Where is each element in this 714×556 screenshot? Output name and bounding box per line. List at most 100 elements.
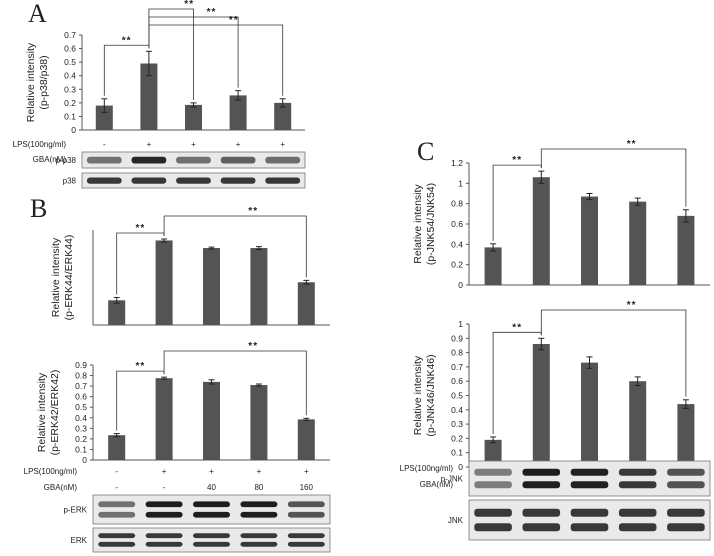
blot-band — [193, 541, 230, 547]
lps-value: + — [191, 140, 196, 149]
significance-label: ** — [136, 361, 146, 372]
y-tick-label: 0.4 — [451, 405, 463, 415]
lps-value: + — [280, 140, 285, 149]
blot-band — [98, 541, 136, 547]
blot-band — [220, 177, 256, 184]
blot-band — [287, 501, 325, 508]
blot-band — [240, 533, 278, 539]
lps-value: - — [103, 140, 106, 149]
blot-band — [570, 523, 609, 532]
significance-bracket — [163, 215, 307, 278]
panel-letter-C: C — [417, 137, 434, 166]
bar — [155, 378, 173, 460]
y-tick-label: 0.6 — [451, 219, 463, 229]
blot-band — [522, 508, 561, 517]
lps-value: - — [115, 467, 118, 476]
bar — [274, 102, 292, 130]
significance-label: ** — [512, 322, 522, 333]
y-tick-label: 0.5 — [64, 57, 76, 67]
y-tick-label: 0.9 — [451, 333, 463, 343]
y-tick-label: 0 — [458, 462, 463, 472]
y-tick-label: 0.8 — [451, 348, 463, 358]
blot-band — [240, 501, 278, 508]
y-tick-label: 0.2 — [75, 434, 87, 444]
blot-band — [474, 508, 512, 517]
blot-band — [220, 156, 256, 164]
lps-value: + — [147, 140, 152, 149]
chart-B1: B Relative intensity (p-ERK44/ERK44) ** ** — [30, 194, 330, 326]
blot-p-ERK: p-ERK — [63, 494, 331, 525]
significance-label: ** — [512, 155, 522, 166]
blot-band — [265, 156, 301, 164]
chart-A: A 0 0.1 0.2 0.3 0.4 0.5 0.6 0.7 Relative intensit… — [13, 0, 306, 189]
blot-p-JNK: p-JNK — [441, 460, 711, 497]
blot-band — [98, 501, 136, 508]
bar — [677, 404, 695, 467]
lps-label: LPS(100ng/ml) — [13, 140, 67, 149]
gba-value: 160 — [300, 483, 314, 492]
y-axis-label: (p-JNK54/JNK54) — [425, 183, 437, 265]
lps-value: + — [304, 467, 309, 476]
blot-band — [287, 511, 325, 518]
significance-label: ** — [229, 15, 239, 26]
y-tick-label: 0.1 — [75, 444, 87, 454]
significance-label: ** — [136, 223, 146, 234]
blot-band — [667, 481, 705, 489]
blot-band — [618, 481, 657, 489]
gba-value: 40 — [207, 483, 216, 492]
y-tick-label: 0 — [82, 455, 87, 465]
blot-band — [570, 468, 609, 476]
y-tick-label: 0.3 — [75, 423, 87, 433]
y-tick-label: 0.2 — [64, 98, 76, 108]
y-tick-label: 0.7 — [451, 362, 463, 372]
blot-band — [86, 156, 122, 164]
y-tick-label: 0 — [71, 125, 76, 135]
blot-frame — [92, 494, 331, 525]
blot-band — [522, 523, 561, 532]
blot-band — [618, 468, 657, 476]
blot-band — [240, 511, 278, 518]
blot-band — [193, 533, 230, 539]
y-tick-label: 0.6 — [451, 376, 463, 386]
bar — [250, 385, 268, 460]
chart-B2: 00.10.20.30.40.50.60.70.80.9 Relative int… — [24, 341, 331, 553]
y-axis-label: (p-ERK44/ERK44) — [63, 235, 75, 321]
significance-label: ** — [627, 300, 637, 311]
blot-label: p-JNK — [441, 475, 464, 484]
y-tick-label: 0.7 — [64, 30, 76, 40]
significance-label: ** — [248, 341, 258, 352]
blot-p38: p38 — [63, 172, 306, 189]
blot-band — [176, 156, 211, 164]
y-tick-label: 0.6 — [64, 44, 76, 54]
lps-value: + — [257, 467, 262, 476]
blot-label: ERK — [71, 536, 88, 545]
blot-band — [570, 508, 609, 517]
gba-label: GBA(nM) — [420, 480, 454, 489]
blot-band — [474, 523, 512, 532]
blot-band — [667, 468, 705, 476]
blot-band — [193, 501, 230, 508]
y-axis-label: Relative intensity — [412, 355, 424, 435]
blot-band — [98, 511, 136, 518]
y-tick-label: 0.2 — [451, 260, 463, 270]
y-tick-label: 0.1 — [64, 111, 76, 121]
y-tick-label: 0.7 — [75, 381, 87, 391]
blot-band — [145, 533, 183, 539]
blot-band — [145, 541, 183, 547]
blot-band — [131, 156, 167, 164]
bar — [185, 104, 202, 130]
y-tick-label: 0.5 — [451, 391, 463, 401]
bar — [532, 344, 550, 467]
gba-value: - — [163, 483, 166, 492]
lps-label: LPS(100ng/ml) — [24, 467, 78, 476]
y-axis-label: (p-p38/p38) — [38, 55, 50, 109]
blot-band — [98, 533, 136, 539]
bar — [484, 439, 502, 467]
bar — [677, 215, 695, 285]
bar — [108, 300, 126, 325]
panel-letter-A: A — [28, 0, 47, 28]
bar — [297, 282, 315, 325]
blot-band — [145, 511, 183, 518]
blot-frame — [92, 527, 331, 553]
